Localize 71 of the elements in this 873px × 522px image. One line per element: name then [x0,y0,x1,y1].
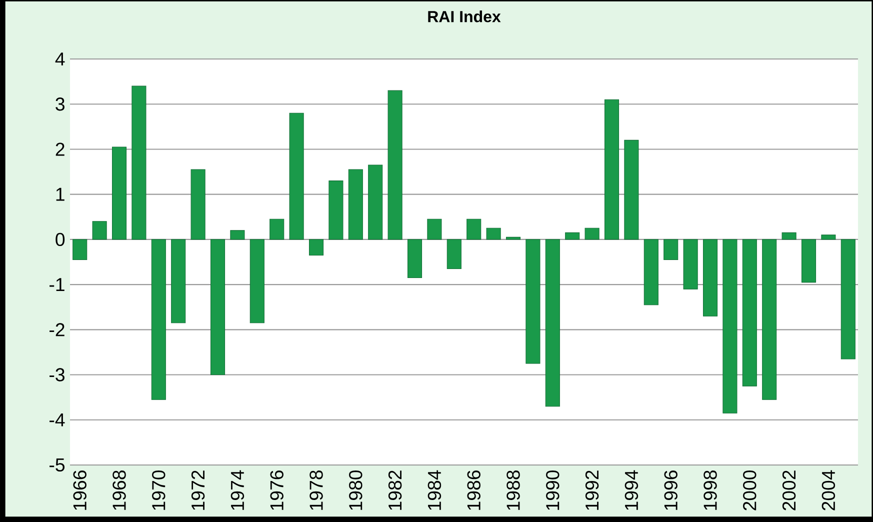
bar [604,99,620,240]
bar [545,239,560,407]
x-tick-label: 1986 [467,470,480,510]
bar [407,239,422,278]
bar [584,228,600,240]
x-tick-label: 2002 [782,470,796,510]
bar [328,180,344,240]
bar [565,232,580,240]
y-tick-label: -4 [50,413,65,426]
x-tick-label: 1978 [310,470,323,510]
x-tick-label: 1980 [349,470,362,510]
bar [72,239,88,260]
x-tick-label: 1990 [546,470,560,510]
x-tick-label: 2004 [822,470,836,510]
y-tick-label: 0 [56,232,65,246]
bar [368,164,383,240]
bar [210,239,226,376]
bar [762,239,777,400]
y-tick-label: -5 [50,458,65,472]
bar [230,230,245,240]
y-tick-label: 3 [56,97,64,111]
x-tick-label: 2000 [743,470,756,510]
bar [742,239,757,386]
bar [722,239,738,414]
bar [624,140,639,240]
x-tick-label: 1988 [506,470,520,510]
y-tick-label: 4 [55,52,65,66]
bar [270,218,284,240]
y-tick-label: -3 [50,368,64,382]
bar [466,218,482,240]
x-tick-label: 1982 [388,470,402,510]
bar [702,239,718,316]
bar [151,239,166,400]
x-tick-label: 1966 [73,470,86,510]
x-tick-label: 1974 [230,470,244,510]
bar [446,239,462,270]
y-tick-label: -1 [50,278,64,291]
bar [112,146,127,240]
y-tick-label: 2 [56,142,64,156]
bar [348,169,363,240]
bar [644,239,658,306]
bar [486,228,501,240]
x-tick-label: 1992 [585,470,599,510]
bar [427,218,442,240]
bar [132,86,146,240]
bar [92,221,107,240]
y-tick-label: -2 [50,323,64,336]
bar [308,239,324,256]
bar [664,239,678,260]
x-tick-label: 1968 [112,470,126,510]
bar [171,239,186,324]
bar [821,234,836,240]
x-tick-label: 1996 [664,470,678,510]
bar [526,239,540,364]
y-tick-label: 1 [56,188,64,201]
bar [388,90,402,240]
chart-title: RAI Index [428,10,501,22]
x-tick-label: 1972 [191,470,205,510]
x-tick-label: 1970 [152,470,166,510]
x-tick-label: 1994 [624,470,638,510]
bar [782,232,796,240]
x-tick-label: 1998 [704,470,717,510]
bar [801,239,816,283]
x-tick-label: 1984 [428,470,442,510]
bar [289,112,304,240]
bar [840,239,856,360]
x-tick-label: 1976 [270,470,284,510]
bar [190,169,206,240]
bar [250,239,264,324]
bar [683,239,698,290]
bar [506,236,521,240]
